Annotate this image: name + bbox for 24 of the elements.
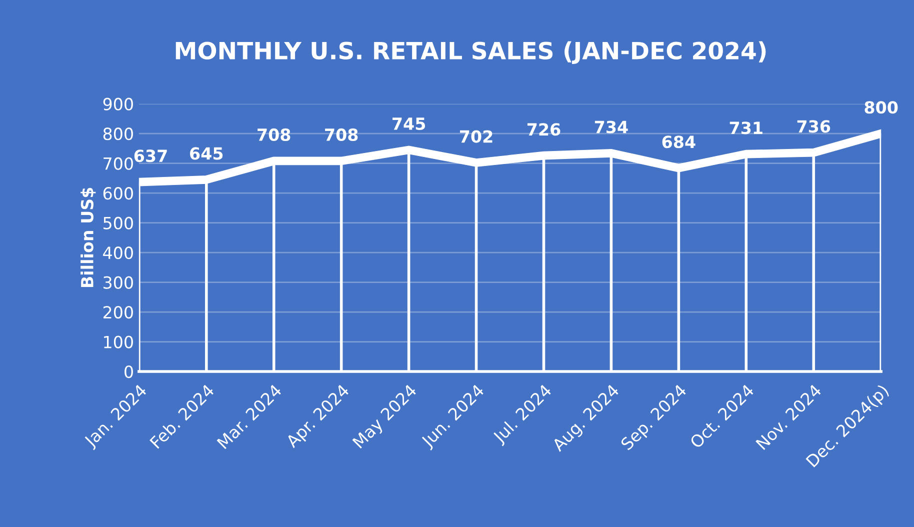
- y-tick-label: 0: [124, 365, 133, 378]
- chart-title: MONTHLY U.S. RETAIL SALES (JAN-DEC 2024): [176, 41, 766, 64]
- data-label: 736: [797, 120, 830, 133]
- y-tick-label: 100: [104, 336, 133, 348]
- y-tick-label: 300: [104, 276, 133, 289]
- data-label: 800: [864, 101, 898, 114]
- data-label: 734: [594, 120, 628, 134]
- data-label: 708: [258, 128, 290, 142]
- data-label: 702: [460, 130, 492, 143]
- y-tick-label: 700: [104, 157, 133, 170]
- y-tick-label: 500: [104, 216, 133, 230]
- data-label: 731: [730, 122, 762, 134]
- y-tick-label: 900: [103, 98, 133, 110]
- y-axis-title: Billion US$: [80, 188, 96, 288]
- y-tick-label: 200: [103, 306, 133, 319]
- data-label: 645: [190, 147, 223, 160]
- data-label: 637: [134, 150, 167, 162]
- y-tick-label: 800: [103, 128, 133, 140]
- data-label: 745: [392, 118, 426, 130]
- y-tick-label: 400: [103, 246, 133, 260]
- data-label: 726: [527, 123, 560, 136]
- data-label: 684: [662, 136, 696, 148]
- data-label: 708: [325, 128, 358, 142]
- y-tick-label: 600: [103, 187, 133, 200]
